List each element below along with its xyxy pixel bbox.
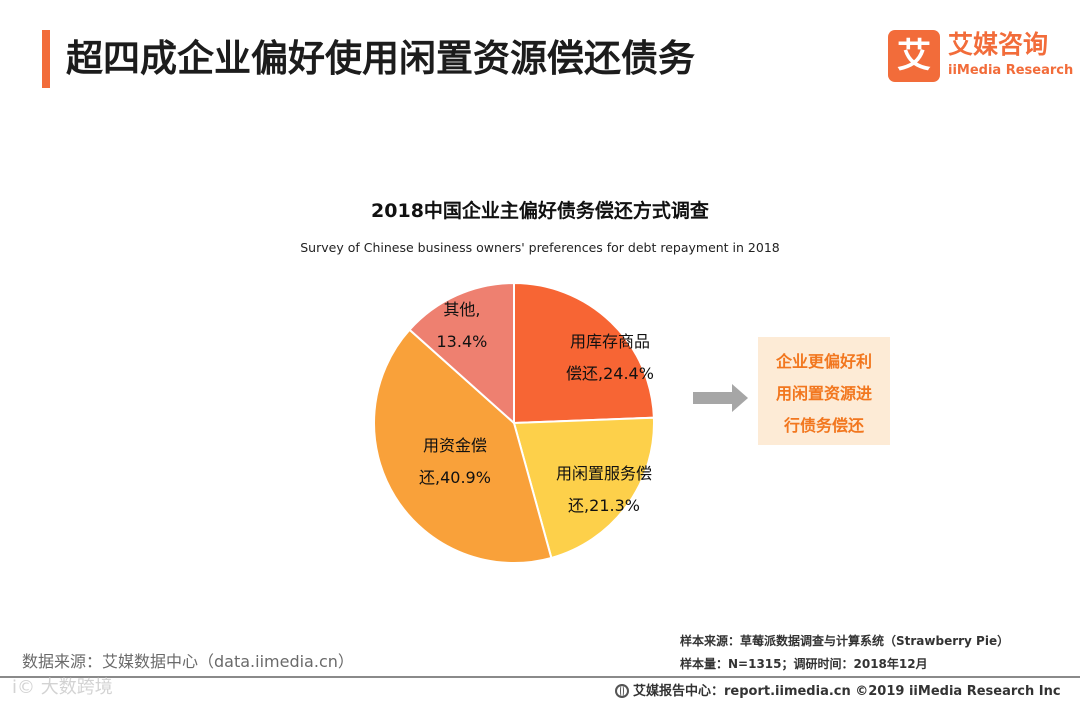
pie-slices	[373, 281, 655, 564]
chart-title: 2018中国企业主偏好债务偿还方式调查	[371, 200, 709, 222]
conclusion-line: 企业更偏好利	[775, 352, 872, 371]
conclusion-line: 行债务偿还	[783, 416, 864, 435]
pie-slice	[373, 328, 553, 564]
slice-label: 用库存商品偿还,24.4%	[566, 326, 654, 390]
globe-icon	[615, 684, 629, 698]
conclusion-line: 用闲置资源进	[775, 384, 872, 403]
slice-label-line: 13.4%	[436, 332, 488, 351]
slice-label: 用资金偿还,40.9%	[419, 430, 491, 494]
logo-name-en: iiMedia Research	[948, 63, 1074, 78]
slice-label-line: 其他,	[443, 300, 481, 319]
report-center-text: 艾媒报告中心：report.iimedia.cn ©2019 iiMedia R…	[633, 684, 1061, 699]
pie-slice	[513, 281, 655, 425]
pie-slice	[512, 416, 655, 560]
slice-label: 其他, 13.4%	[437, 294, 488, 358]
logo-mark-icon: 艾	[888, 30, 940, 82]
report-center: 艾媒报告中心：report.iimedia.cn ©2019 iiMedia R…	[615, 680, 1061, 699]
slice-label-line: 还,40.9%	[419, 468, 491, 487]
slice-label-line: 偿还,24.4%	[566, 364, 654, 383]
conclusion-callout: 企业更偏好利 用闲置资源进 行债务偿还	[758, 337, 890, 445]
footer-divider	[0, 676, 1080, 678]
chart-subtitle: Survey of Chinese business owners' prefe…	[300, 240, 780, 255]
data-source: 数据来源：艾媒数据中心（data.iimedia.cn）	[22, 652, 354, 671]
logo-name-cn: 艾媒咨询	[948, 30, 1049, 59]
title-accent-bar	[42, 30, 50, 88]
slice-label: 用闲置服务偿 还,21.3%	[556, 458, 652, 522]
slice-label-line: 用资金偿	[422, 436, 487, 455]
watermark: i© 大数跨境	[12, 677, 113, 698]
sample-source: 样本来源：草莓派数据调查与计算系统（Strawberry Pie）	[680, 634, 1010, 648]
slice-label-line: 还,21.3%	[568, 496, 640, 515]
slice-label-line: 用库存商品	[569, 332, 650, 351]
sample-size: 样本量：N=1315；调研时间：2018年12月	[680, 657, 928, 671]
iimedia-logo: 艾 艾媒咨询 iiMedia Research	[888, 30, 1073, 82]
page-title: 超四成企业偏好使用闲置资源偿还债务	[66, 37, 695, 80]
slice-label-line: 用闲置服务偿	[556, 464, 653, 483]
arrow-right-icon	[693, 384, 748, 412]
arrow-shape	[693, 384, 748, 412]
pie-slice	[408, 281, 515, 426]
